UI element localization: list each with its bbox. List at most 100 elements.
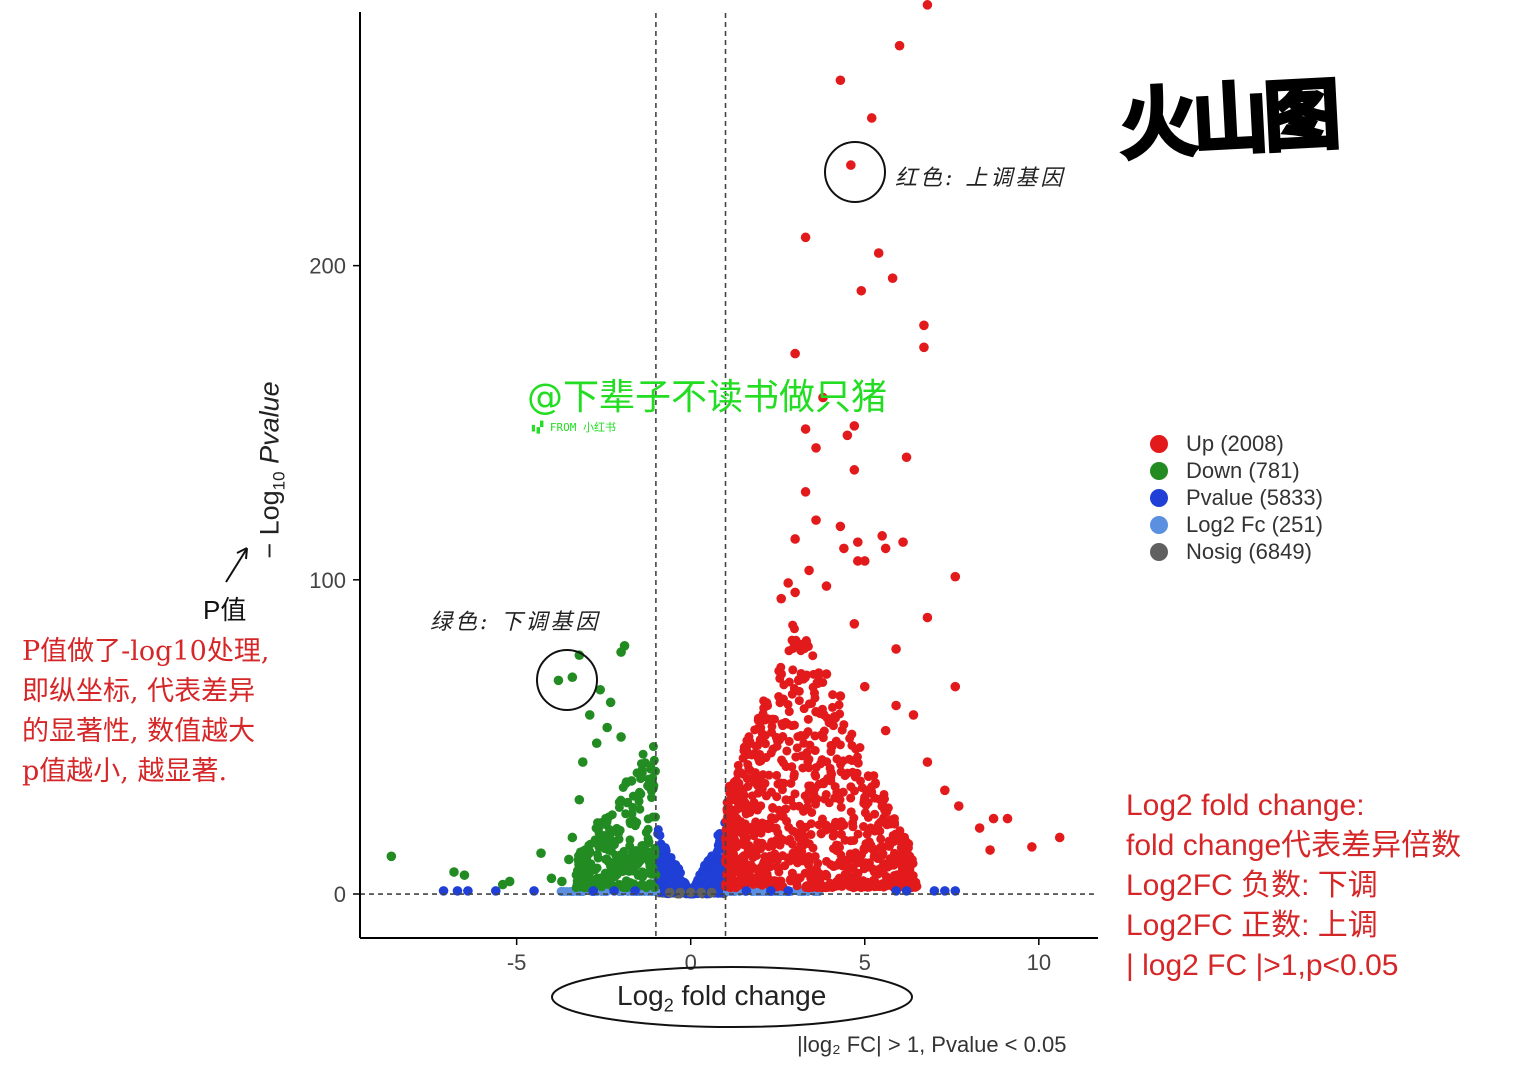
data-point-up	[800, 487, 811, 497]
data-point-down	[577, 757, 588, 767]
data-point-up	[777, 785, 787, 795]
data-point-down	[634, 787, 644, 797]
data-point-up	[1027, 842, 1037, 852]
data-point-down	[638, 749, 648, 759]
data-point-down	[574, 794, 585, 805]
data-point-pvalue	[659, 842, 669, 852]
data-point-down	[601, 854, 611, 864]
y-tick-label: 200	[309, 254, 346, 279]
data-point-up	[878, 849, 888, 859]
data-point-down	[646, 879, 656, 889]
data-point-up	[803, 727, 813, 737]
data-point-down	[589, 838, 599, 848]
data-point-down	[596, 873, 606, 883]
data-point-up	[810, 731, 820, 741]
data-point-up	[809, 669, 819, 679]
data-point-nosig	[685, 887, 696, 898]
data-point-up	[754, 875, 764, 885]
data-point-down	[595, 684, 605, 695]
data-point-down	[603, 845, 613, 855]
data-point-up	[847, 756, 857, 766]
data-point-up	[911, 881, 921, 891]
legend-dot-up	[1150, 434, 1168, 453]
legend-label-log2fc: Log2 Fc (251)	[1186, 511, 1323, 537]
data-point-up	[800, 424, 811, 434]
data-point-up	[830, 820, 840, 830]
data-point-up	[846, 793, 856, 803]
data-point-up	[743, 781, 753, 791]
data-point-up	[766, 748, 776, 758]
data-point-down	[605, 697, 616, 708]
data-point-up	[1002, 813, 1013, 824]
data-point-up	[786, 778, 796, 788]
data-point-up	[853, 829, 863, 839]
data-point-up	[775, 698, 785, 708]
data-point-up	[849, 813, 859, 823]
data-point-up	[849, 421, 860, 431]
data-point-up	[849, 835, 859, 845]
legend-dot-down	[1150, 461, 1168, 480]
data-point-up	[880, 725, 891, 736]
data-point-down	[591, 738, 602, 749]
data-point-up	[788, 854, 798, 864]
data-point-up	[804, 565, 814, 576]
y-axis-label-base: − Log	[254, 490, 285, 559]
data-point-up	[770, 814, 780, 824]
data-point-up	[871, 867, 881, 877]
data-point-down	[626, 776, 637, 786]
right-note-line: Log2 fold change:	[1126, 789, 1365, 822]
data-point-up	[836, 802, 846, 812]
data-point-up	[889, 814, 899, 824]
data-point-up	[788, 665, 798, 675]
data-point-down	[630, 821, 640, 831]
data-point-up	[826, 740, 836, 750]
data-point-down	[643, 824, 653, 834]
legend-label-down: Down (781)	[1186, 457, 1300, 483]
data-point-up	[839, 720, 849, 730]
data-point-up	[733, 760, 743, 770]
data-point-down	[557, 876, 567, 887]
data-point-down	[623, 797, 633, 807]
data-point-up	[832, 787, 842, 797]
data-point-up	[724, 814, 734, 824]
data-point-up	[789, 684, 799, 694]
x-axis-label: Log2 fold change	[617, 980, 826, 1017]
data-point-up	[792, 881, 802, 891]
data-point-up	[741, 833, 751, 843]
data-point-up	[809, 688, 819, 698]
data-point-down	[588, 864, 598, 874]
data-point-up	[834, 700, 844, 710]
data-point-up	[727, 791, 737, 801]
data-point-up	[821, 825, 831, 835]
data-point-pvalue	[698, 866, 708, 876]
highlight-circle-down	[536, 649, 598, 711]
data-point-down	[635, 804, 645, 814]
y-axis-label-rest: Pvalue	[254, 381, 285, 472]
data-point-up	[908, 710, 919, 720]
data-point-up	[787, 839, 797, 849]
data-point-down	[617, 867, 627, 877]
data-point-up	[813, 858, 823, 868]
data-point-up	[828, 690, 838, 700]
data-point-up	[853, 868, 863, 878]
data-point-up	[940, 785, 950, 796]
data-point-pvalue	[677, 877, 687, 887]
data-point-up	[838, 787, 848, 797]
data-point-up	[800, 232, 811, 243]
data-point-up	[761, 791, 771, 801]
data-point-down	[386, 851, 397, 862]
data-point-up	[919, 320, 929, 331]
data-point-up	[922, 612, 933, 623]
data-point-up	[859, 556, 870, 566]
data-point-up	[822, 856, 832, 866]
data-point-down	[621, 809, 631, 819]
data-point-up	[822, 870, 832, 880]
data-point-down	[581, 880, 591, 890]
data-point-up	[765, 859, 775, 869]
data-point-up	[821, 581, 832, 591]
data-point-up	[850, 848, 860, 858]
data-point-up	[859, 681, 870, 692]
data-point-pvalue	[711, 878, 721, 888]
